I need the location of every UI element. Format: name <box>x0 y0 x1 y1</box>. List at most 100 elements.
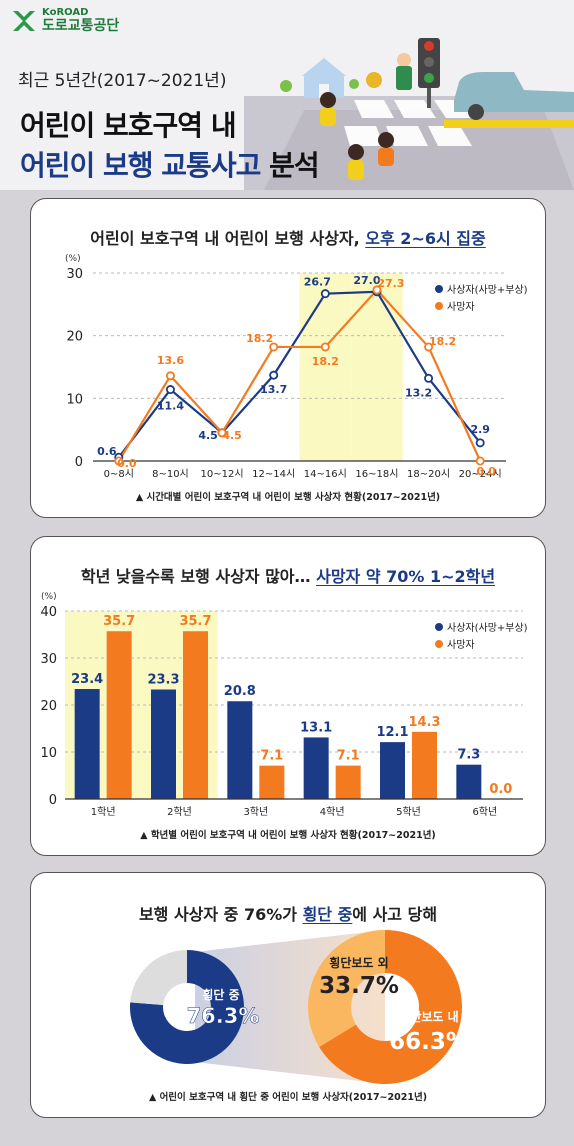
legend-deaths-label: 사망자 <box>447 301 475 313</box>
casualties-data-label: 26.7 <box>304 276 331 289</box>
deaths-bar <box>412 731 437 799</box>
x-tick-label: 8~10시 <box>152 468 189 480</box>
deaths-point <box>165 371 175 381</box>
crossing-pie-charts: 횡단 중 76.3% 횡단보도 외 33.7%횡단보도 내 66.3% <box>130 930 469 1084</box>
outside-crosswalk-slice <box>308 930 385 1048</box>
casualties-bar <box>380 742 405 799</box>
deaths-bar <box>335 765 361 799</box>
crossing-title: 보행 사상자 중 76%가 횡단 중에 사고 당해 <box>31 901 545 925</box>
deaths-data-label: 14.3 <box>408 715 440 730</box>
casualties-bar <box>456 764 482 799</box>
casualties-point <box>269 370 279 380</box>
inside-crosswalk-value: 66.3% <box>389 1029 469 1055</box>
casualties-data-label: 2.9 <box>470 423 490 436</box>
header-banner: KoROAD 도로교통공단 <box>0 0 574 190</box>
time-of-day-title-emph: 오후 2~6시 집중 <box>365 229 486 248</box>
deaths-point <box>372 285 382 295</box>
casualties-line <box>117 290 482 458</box>
deaths-data-label: 18.2 <box>312 355 339 368</box>
deaths-point <box>269 342 279 352</box>
casualties-point <box>320 289 330 299</box>
legend-casualties-marker <box>435 285 443 293</box>
y-tick-label: 30 <box>66 267 83 282</box>
crossing-title-emph: 횡단 중 <box>302 905 353 924</box>
grade-card: 학년 낮을수록 보행 사상자 많아… 사망자 약 70% 1~2학년 (%) 0 1… <box>30 536 546 856</box>
casualties-bar <box>227 701 253 799</box>
casualties-data-label: 7.3 <box>457 748 480 763</box>
highlight-band <box>351 273 403 461</box>
y-tick-label: 10 <box>40 746 57 761</box>
casualties-data-label: 13.2 <box>405 386 432 399</box>
deaths-data-label: 35.7 <box>103 614 135 629</box>
page-title-rest: 분석 <box>260 149 320 182</box>
crossing-caption: ▲ 어린이 보호구역 내 횡단 중 어린이 보행 사상자(2017~2021년) <box>148 1092 428 1103</box>
x-tick-label: 6학년 <box>472 806 497 818</box>
deaths-bar <box>259 765 285 799</box>
legend-deaths-marker <box>435 640 443 648</box>
crossing-card: 보행 사상자 중 76%가 횡단 중에 사고 당해 횡단 중 76.3% 횡단보도 … <box>30 872 546 1118</box>
y-tick-label: 30 <box>40 652 57 667</box>
page-title-line2: 어린이 보행 교통사고 분석 <box>20 144 320 184</box>
time-of-day-title: 어린이 보호구역 내 어린이 보행 사상자, 오후 2~6시 집중 <box>31 225 545 249</box>
deaths-point <box>217 428 227 438</box>
deaths-data-label: 0.0 <box>117 457 137 470</box>
legend-casualties-label: 사상자(사망+부상) <box>447 622 528 634</box>
outside-crosswalk-label: 횡단보도 외 <box>329 955 388 970</box>
deaths-point <box>424 342 434 352</box>
deaths-line <box>117 288 482 462</box>
deaths-data-label: 7.1 <box>260 749 283 764</box>
grade-title-emph: 사망자 약 70% 1~2학년 <box>316 567 496 586</box>
inside-crosswalk-label: 횡단보도 내 <box>399 1009 458 1024</box>
grade-title: 학년 낮을수록 보행 사상자 많아… 사망자 약 70% 1~2학년 <box>31 563 545 587</box>
casualties-bar <box>151 689 176 799</box>
deaths-data-label: 13.6 <box>157 354 184 367</box>
casualties-data-label: 27.0 <box>353 274 380 287</box>
casualties-bar <box>303 737 329 799</box>
casualties-data-label: 13.1 <box>300 720 332 735</box>
legend-casualties-marker <box>435 623 443 631</box>
deaths-data-label: 0.0 <box>489 782 512 797</box>
legend-deaths-marker <box>435 302 443 310</box>
casualties-data-label: 13.7 <box>260 383 287 396</box>
x-tick-label: 3학년 <box>243 806 268 818</box>
x-tick-label: 0~8시 <box>104 468 134 480</box>
deaths-data-label: 35.7 <box>179 614 211 629</box>
x-tick-label: 16~18시 <box>355 468 398 480</box>
casualties-data-label: 11.4 <box>157 400 184 413</box>
casualties-data-label: 23.4 <box>71 672 103 687</box>
x-tick-label: 20~24시 <box>459 468 502 480</box>
deaths-point <box>475 456 485 466</box>
casualties-bar <box>74 689 100 799</box>
y-tick-label: 10 <box>66 392 83 407</box>
page-title-highlight: 어린이 보행 교통사고 <box>20 149 261 182</box>
deaths-data-label: 27.3 <box>377 277 404 290</box>
outside-crosswalk-value: 33.7% <box>319 973 399 999</box>
other-slice <box>130 950 187 1006</box>
deaths-data-label: 0.0 <box>476 465 496 478</box>
period-label: 최근 5년간(2017~2021년) <box>18 71 227 91</box>
casualties-data-label: 12.1 <box>376 725 408 740</box>
deaths-data-label: 4.5 <box>222 429 242 442</box>
crosswalk-illustration <box>244 38 574 190</box>
grade-bar-chart: (%) 0 10 20 30 40 23.4 35.7 1학년 23.3 35.7 2학년 20.8 7.… <box>40 592 528 818</box>
casualties-point <box>424 373 434 383</box>
deaths-bar <box>183 631 208 799</box>
highlight-band <box>299 273 352 461</box>
crossing-title-pre: 보행 사상자 중 76%가 <box>138 905 303 924</box>
deaths-data-label: 18.2 <box>429 335 456 348</box>
x-tick-label: 1학년 <box>91 806 116 818</box>
crossing-slice-value: 76.3% <box>187 1004 260 1028</box>
legend-deaths-label: 사망자 <box>447 639 475 651</box>
casualties-point <box>475 438 485 448</box>
casualties-data-label: 4.5 <box>198 429 218 442</box>
page-title-line1: 어린이 보호구역 내 <box>20 109 237 142</box>
crossing-slice-label: 횡단 중 <box>202 987 239 1002</box>
deaths-point <box>320 342 330 352</box>
time-of-day-card: 어린이 보호구역 내 어린이 보행 사상자, 오후 2~6시 집중 (%) 0 10… <box>30 198 546 518</box>
casualties-data-label: 23.3 <box>147 672 179 687</box>
x-tick-label: 12~14시 <box>252 468 295 480</box>
time-of-day-line-chart: (%) 0 10 20 30 0~8시 8~10시 10~12시 12~14시 14~16시 16~… <box>65 254 528 480</box>
koroad-logo: KoROAD 도로교통공단 <box>10 8 119 34</box>
x-tick-label: 4학년 <box>320 806 345 818</box>
casualties-data-label: 0.6 <box>97 445 117 458</box>
